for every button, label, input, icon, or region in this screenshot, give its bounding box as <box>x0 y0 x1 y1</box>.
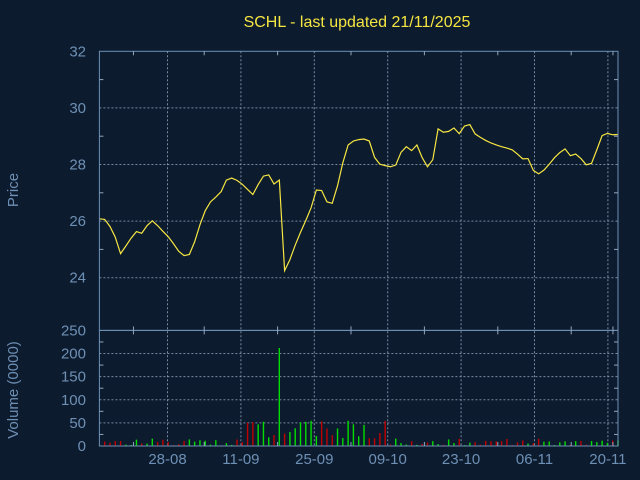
svg-text:Price: Price <box>5 173 22 207</box>
svg-text:200: 200 <box>61 346 86 363</box>
svg-text:250: 250 <box>61 322 86 339</box>
svg-text:11-09: 11-09 <box>222 451 259 468</box>
svg-text:30: 30 <box>69 100 86 117</box>
svg-text:Volume (0000): Volume (0000) <box>5 341 22 439</box>
svg-text:0: 0 <box>78 438 86 455</box>
svg-text:20-11: 20-11 <box>589 451 626 468</box>
svg-text:28: 28 <box>69 157 86 174</box>
svg-text:100: 100 <box>61 392 86 409</box>
svg-text:32: 32 <box>69 43 86 60</box>
svg-text:26: 26 <box>69 213 86 230</box>
svg-text:50: 50 <box>69 415 86 432</box>
svg-text:24: 24 <box>69 270 86 287</box>
svg-text:06-11: 06-11 <box>516 451 553 468</box>
svg-text:23-10: 23-10 <box>442 451 480 468</box>
svg-text:SCHL - last updated 21/11/2025: SCHL - last updated 21/11/2025 <box>244 14 471 31</box>
svg-text:25-09: 25-09 <box>295 451 333 468</box>
svg-text:28-08: 28-08 <box>148 451 186 468</box>
svg-text:09-10: 09-10 <box>369 451 407 468</box>
svg-text:150: 150 <box>61 369 86 386</box>
